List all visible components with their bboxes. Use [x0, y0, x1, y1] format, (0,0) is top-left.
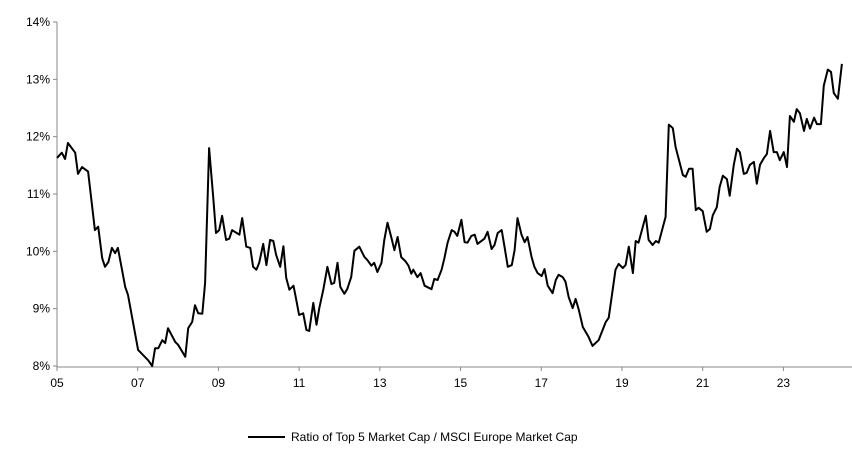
legend: Ratio of Top 5 Market Cap / MSCI Europe …	[248, 430, 578, 444]
y-tick-label: 8%	[33, 359, 51, 373]
y-tick-label: 14%	[26, 15, 50, 29]
axes	[56, 22, 852, 368]
series-line-top5-ratio	[56, 63, 843, 367]
x-tick-label: 17	[535, 376, 549, 390]
legend-label: Ratio of Top 5 Market Cap / MSCI Europe …	[291, 430, 578, 444]
y-axis-ticks: 8% 9% 10% 11% 12% 13% 14%	[26, 15, 57, 373]
x-tick-label: 13	[373, 376, 387, 390]
y-tick-label: 9%	[33, 302, 51, 316]
x-tick-label: 09	[212, 376, 226, 390]
x-tick-label: 19	[615, 376, 629, 390]
y-tick-label: 12%	[26, 130, 50, 144]
x-tick-label: 23	[777, 376, 791, 390]
x-tick-label: 15	[454, 376, 468, 390]
y-tick-label: 13%	[26, 72, 50, 86]
y-tick-label: 11%	[27, 187, 50, 201]
x-tick-label: 11	[293, 376, 306, 390]
x-axis-ticks: 05 07 09 11 13 15 17 19 21 23	[50, 367, 790, 390]
y-tick-label: 10%	[26, 244, 50, 258]
x-tick-label: 07	[131, 376, 145, 390]
x-tick-label: 21	[696, 376, 710, 390]
x-tick-label: 05	[50, 376, 64, 390]
